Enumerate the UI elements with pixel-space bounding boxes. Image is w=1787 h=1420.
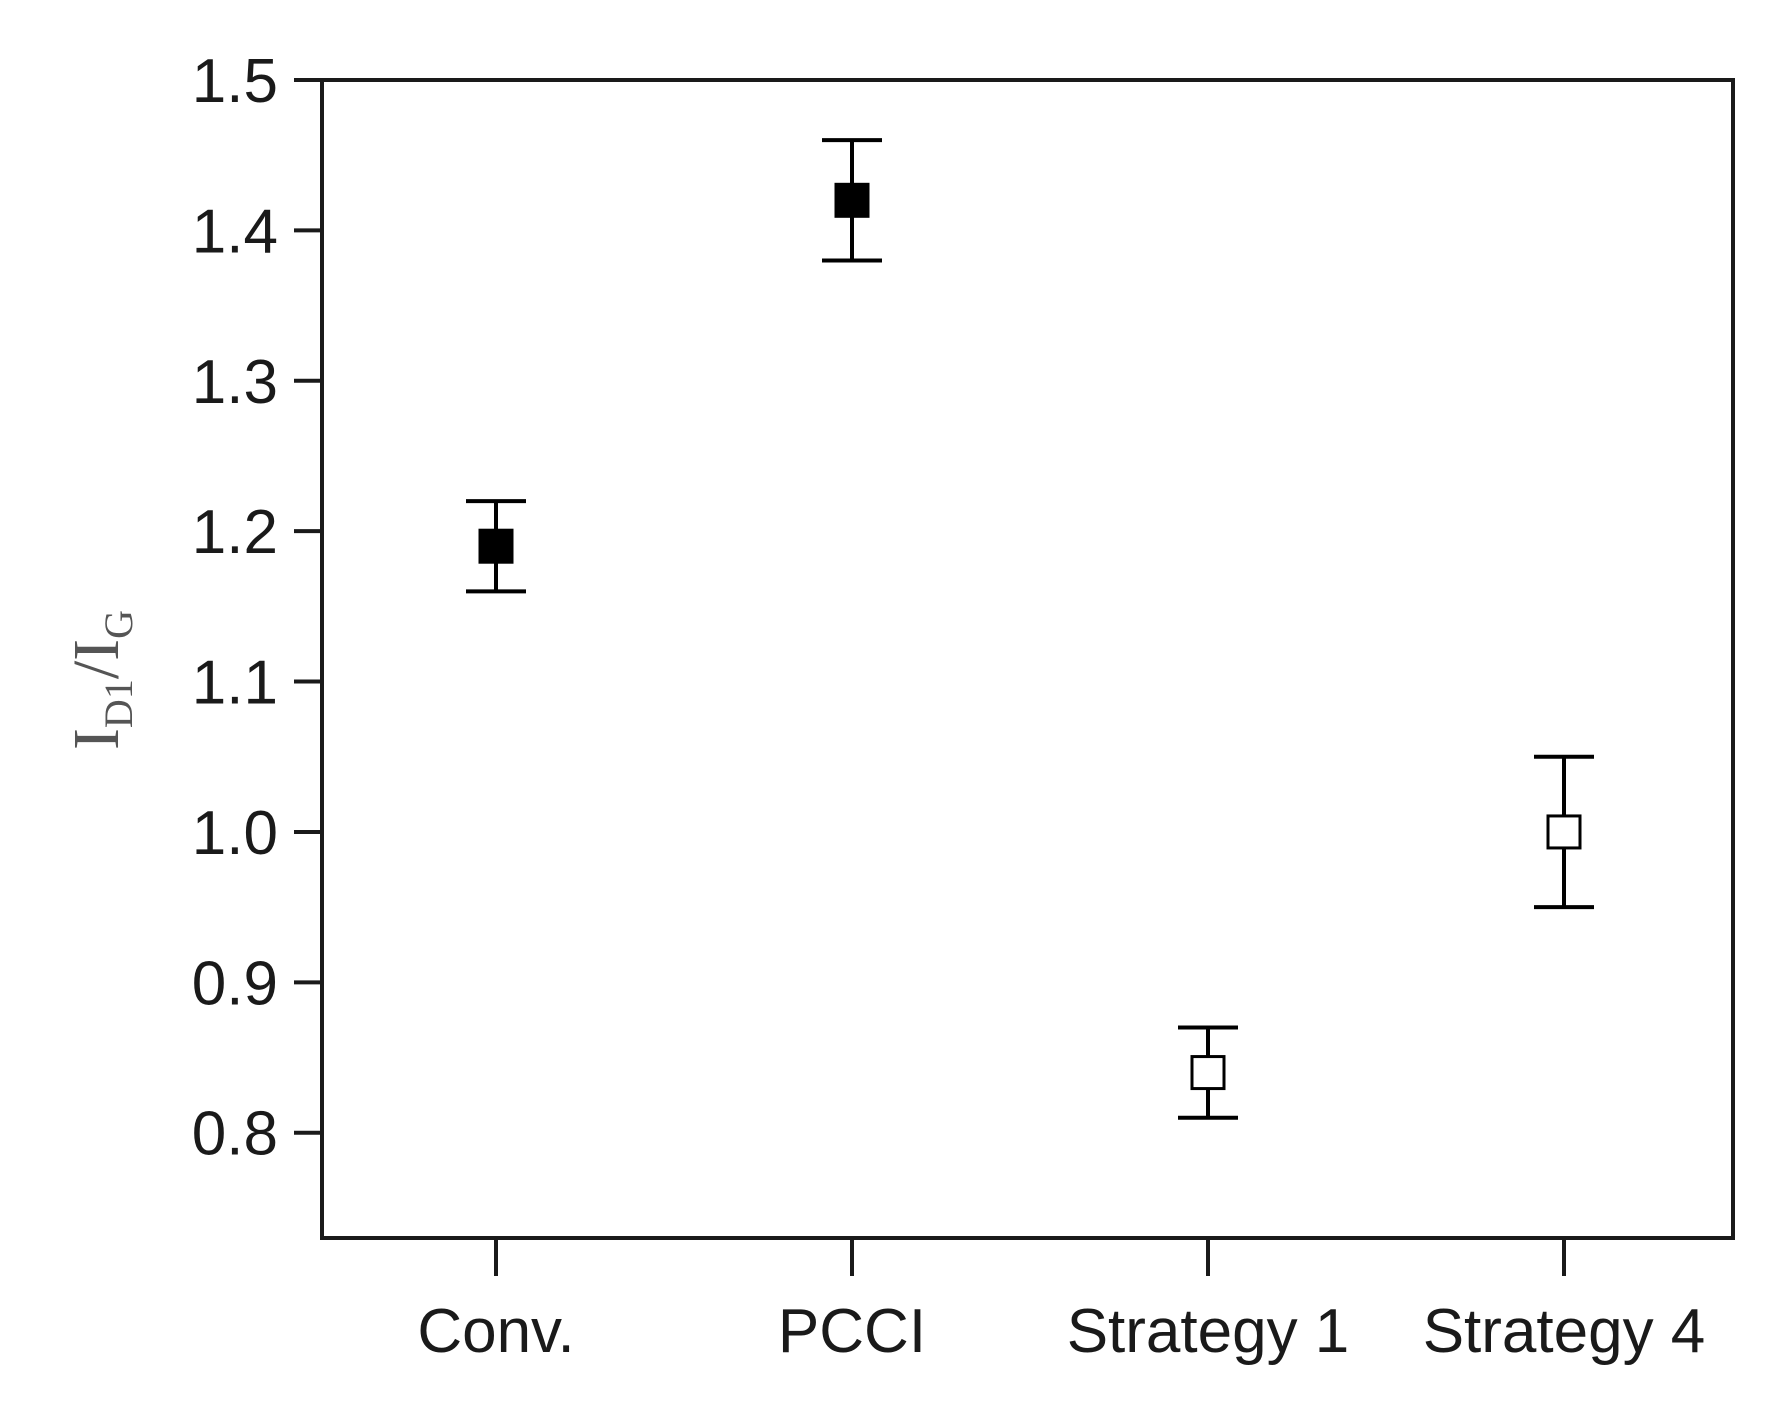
x-tick-label: PCCI — [778, 1297, 926, 1366]
data-series — [466, 138, 1594, 1120]
data-point-group — [1178, 1025, 1238, 1120]
open-square-marker — [1190, 1055, 1226, 1091]
y-axis-label-main-1: I — [60, 728, 133, 750]
y-tick-label: 1.3 — [192, 348, 278, 417]
data-point-group — [466, 499, 526, 594]
y-tick-label: 0.9 — [192, 949, 278, 1018]
y-axis-ticks: 0.8 0.9 1.0 1.1 1.2 1.3 1.4 1.5 — [192, 47, 322, 1169]
data-point-group — [1534, 754, 1594, 910]
x-tick-label: Strategy 1 — [1067, 1297, 1350, 1366]
y-axis-label-sub-1: D1 — [96, 679, 141, 728]
plot-frame — [320, 78, 1735, 1240]
open-square-marker — [1546, 814, 1582, 850]
y-tick-label: 1.0 — [192, 799, 278, 868]
filled-square-marker — [834, 182, 870, 218]
y-tick-label: 1.2 — [192, 498, 278, 567]
y-axis-label: ID1/IG — [60, 610, 141, 750]
y-axis-label-sub-2: G — [96, 610, 141, 639]
y-axis-label-main-2: I — [60, 639, 133, 661]
y-axis-label-separator: / — [60, 660, 133, 679]
y-tick-label: 0.8 — [192, 1100, 278, 1169]
filled-square-marker — [478, 528, 514, 564]
data-point-group — [822, 138, 882, 263]
x-axis-ticks: Conv. PCCI Strategy 1 Strategy 4 — [417, 1238, 1705, 1366]
y-tick-label: 1.5 — [192, 47, 278, 116]
x-tick-label: Strategy 4 — [1423, 1297, 1706, 1366]
y-tick-label: 1.1 — [192, 649, 278, 718]
y-tick-label: 1.4 — [192, 197, 278, 266]
x-tick-label: Conv. — [417, 1297, 574, 1366]
